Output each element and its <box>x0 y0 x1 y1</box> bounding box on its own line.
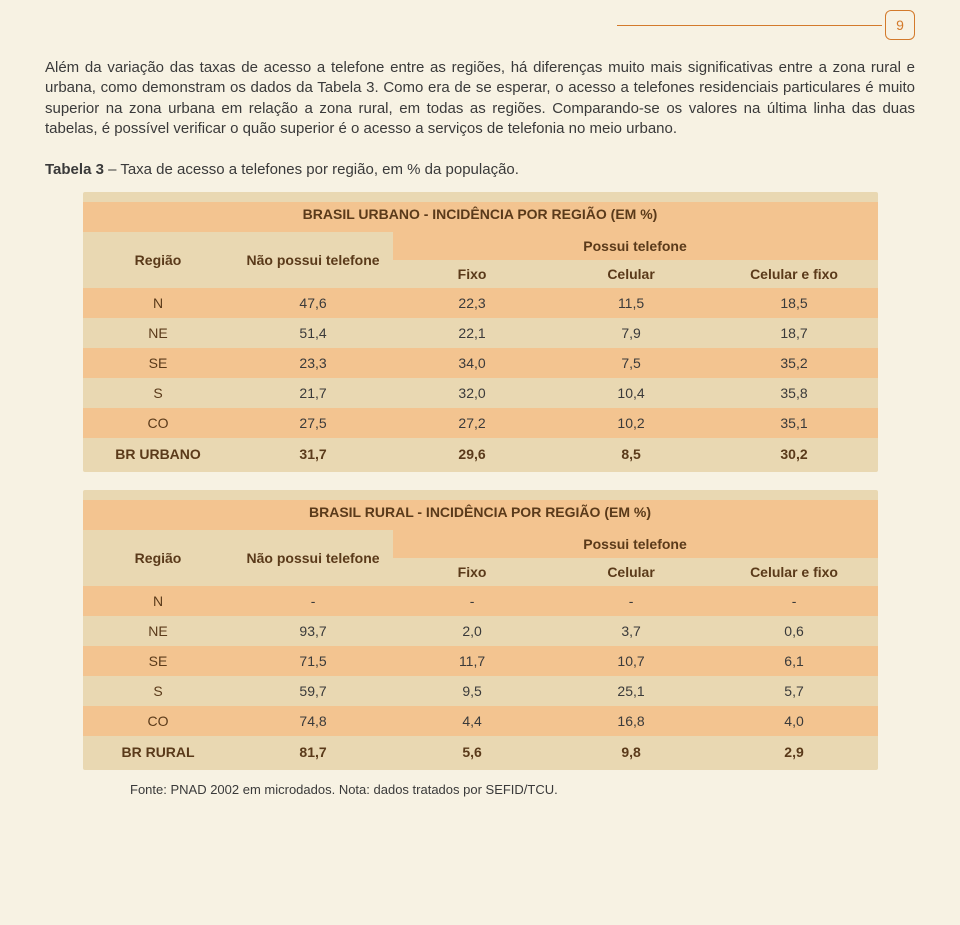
urbano-title: BRASIL URBANO - INCIDÊNCIA POR REGIÃO (E… <box>83 202 878 232</box>
page-number: 9 <box>896 17 904 33</box>
cell: - <box>234 586 393 616</box>
cell: 3,7 <box>552 616 711 646</box>
cell: 7,9 <box>552 318 711 348</box>
cell: - <box>711 586 878 616</box>
cell: SE <box>83 646 234 676</box>
col-regiao: Região <box>83 530 234 586</box>
cell: N <box>83 288 234 318</box>
cell: 35,2 <box>711 348 878 378</box>
cell: 29,6 <box>393 438 552 470</box>
table-total-row: BR URBANO31,729,68,530,2 <box>83 438 878 470</box>
cell: 35,1 <box>711 408 878 438</box>
body-paragraph: Além da variação das taxas de acesso a t… <box>45 58 915 139</box>
table-row: NE51,422,17,918,7 <box>83 318 878 348</box>
col-cel-fixo: Celular e fixo <box>711 260 878 288</box>
cell: 10,2 <box>552 408 711 438</box>
cell: 11,5 <box>552 288 711 318</box>
col-nao-possui: Não possui telefone <box>234 530 393 586</box>
header-rule <box>617 25 882 26</box>
cell: NE <box>83 318 234 348</box>
table-row: SE23,334,07,535,2 <box>83 348 878 378</box>
urbano-table-slab: BRASIL URBANO - INCIDÊNCIA POR REGIÃO (E… <box>83 192 878 472</box>
cell: 27,5 <box>234 408 393 438</box>
cell: 18,5 <box>711 288 878 318</box>
table-row: CO74,84,416,84,0 <box>83 706 878 736</box>
cell: 32,0 <box>393 378 552 408</box>
cell: BR URBANO <box>83 438 234 470</box>
cell: 51,4 <box>234 318 393 348</box>
table-row: SE71,511,710,76,1 <box>83 646 878 676</box>
cell: 22,3 <box>393 288 552 318</box>
cell: 59,7 <box>234 676 393 706</box>
cell: N <box>83 586 234 616</box>
col-fixo: Fixo <box>393 558 552 586</box>
cell: 6,1 <box>711 646 878 676</box>
cell: - <box>393 586 552 616</box>
col-celular: Celular <box>552 558 711 586</box>
cell: S <box>83 378 234 408</box>
cell: 34,0 <box>393 348 552 378</box>
col-possui: Possui telefone <box>393 232 878 260</box>
cell: 4,4 <box>393 706 552 736</box>
table-footnote: Fonte: PNAD 2002 em microdados. Nota: da… <box>130 782 915 797</box>
col-celular: Celular <box>552 260 711 288</box>
cell: 30,2 <box>711 438 878 470</box>
col-possui: Possui telefone <box>393 530 878 558</box>
cell: 22,1 <box>393 318 552 348</box>
cell: 31,7 <box>234 438 393 470</box>
cell: 81,7 <box>234 736 393 768</box>
cell: 5,7 <box>711 676 878 706</box>
rural-title: BRASIL RURAL - INCIDÊNCIA POR REGIÃO (EM… <box>83 500 878 530</box>
cell: CO <box>83 408 234 438</box>
col-regiao: Região <box>83 232 234 288</box>
urbano-table: BRASIL URBANO - INCIDÊNCIA POR REGIÃO (E… <box>83 202 878 470</box>
cell: 74,8 <box>234 706 393 736</box>
table-row: CO27,527,210,235,1 <box>83 408 878 438</box>
cell: 71,5 <box>234 646 393 676</box>
cell: 9,5 <box>393 676 552 706</box>
col-fixo: Fixo <box>393 260 552 288</box>
cell: 5,6 <box>393 736 552 768</box>
col-nao-possui: Não possui telefone <box>234 232 393 288</box>
cell: 35,8 <box>711 378 878 408</box>
cell: 25,1 <box>552 676 711 706</box>
cell: - <box>552 586 711 616</box>
cell: 18,7 <box>711 318 878 348</box>
caption-bold: Tabela 3 <box>45 161 104 178</box>
cell: 23,3 <box>234 348 393 378</box>
cell: BR RURAL <box>83 736 234 768</box>
cell: 10,4 <box>552 378 711 408</box>
col-cel-fixo: Celular e fixo <box>711 558 878 586</box>
table-row: N---- <box>83 586 878 616</box>
table-row: S21,732,010,435,8 <box>83 378 878 408</box>
cell: 47,6 <box>234 288 393 318</box>
table-row: S59,79,525,15,7 <box>83 676 878 706</box>
cell: 27,2 <box>393 408 552 438</box>
cell: CO <box>83 706 234 736</box>
cell: NE <box>83 616 234 646</box>
cell: 2,9 <box>711 736 878 768</box>
cell: 8,5 <box>552 438 711 470</box>
page-number-badge: 9 <box>885 10 915 40</box>
table-total-row: BR RURAL81,75,69,82,9 <box>83 736 878 768</box>
cell: 7,5 <box>552 348 711 378</box>
rural-table-slab: BRASIL RURAL - INCIDÊNCIA POR REGIÃO (EM… <box>83 490 878 770</box>
cell: 11,7 <box>393 646 552 676</box>
cell: SE <box>83 348 234 378</box>
cell: S <box>83 676 234 706</box>
caption-text: – Taxa de acesso a telefones por região,… <box>104 161 519 178</box>
table-caption: Tabela 3 – Taxa de acesso a telefones po… <box>45 161 915 178</box>
cell: 93,7 <box>234 616 393 646</box>
cell: 2,0 <box>393 616 552 646</box>
cell: 10,7 <box>552 646 711 676</box>
cell: 4,0 <box>711 706 878 736</box>
table-row: N47,622,311,518,5 <box>83 288 878 318</box>
table-row: NE93,72,03,70,6 <box>83 616 878 646</box>
rural-table: BRASIL RURAL - INCIDÊNCIA POR REGIÃO (EM… <box>83 500 878 768</box>
cell: 16,8 <box>552 706 711 736</box>
cell: 9,8 <box>552 736 711 768</box>
cell: 21,7 <box>234 378 393 408</box>
cell: 0,6 <box>711 616 878 646</box>
